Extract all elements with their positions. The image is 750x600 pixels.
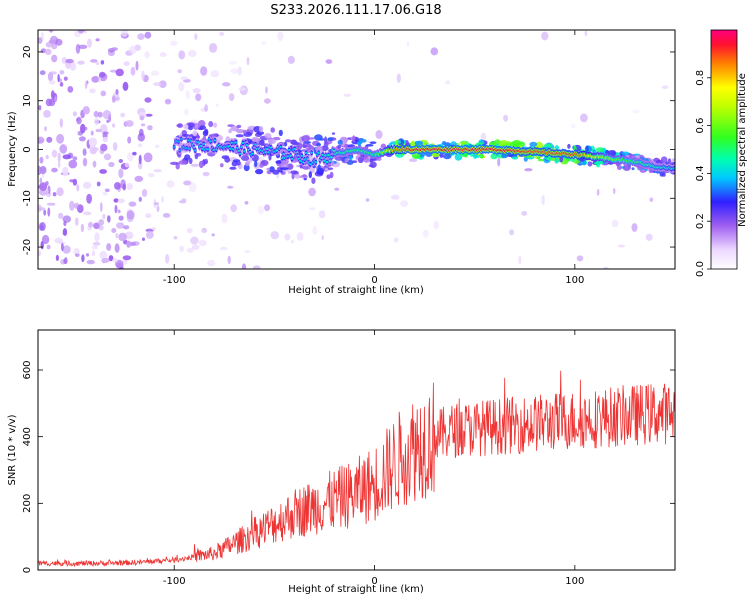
snr-series-line: [38, 370, 675, 568]
y-tick-label: -20: [22, 239, 33, 255]
x-tick-label: 0: [371, 576, 377, 587]
colorbar-tick-label: 0.2: [695, 213, 706, 229]
snr-x-ticks: -100 0 100: [163, 330, 584, 587]
colorbar-tick-label: 0.4: [695, 165, 706, 181]
spectrogram-x-ticks: -100 0 100: [163, 30, 584, 286]
colorbar-gradient: [710, 29, 738, 270]
colorbar-ticks: 0.0 0.2 0.4 0.6 0.8: [695, 70, 711, 277]
chart-title: S233.2026.111.17.06.G18: [270, 3, 441, 18]
y-tick-label: 600: [22, 360, 33, 379]
spectrogram-ylabel: Frequency (Hz): [7, 111, 18, 187]
colorbar-label: Normalized spectral amplitude: [737, 73, 748, 227]
colorbar-tick-label: 0.8: [695, 70, 706, 86]
y-tick-label: -10: [22, 190, 33, 206]
x-tick-label: -100: [163, 275, 186, 286]
colorbar-tick-label: 0.0: [695, 261, 706, 277]
snr-xlabel: Height of straight line (km): [288, 584, 424, 595]
colorbar: 0.0 0.2 0.4 0.6 0.8 Normalized spectral ampl…: [695, 29, 748, 277]
y-tick-label: 200: [22, 494, 33, 513]
x-tick-label: -100: [163, 576, 186, 587]
y-tick-label: 20: [22, 46, 33, 59]
snr-ylabel: SNR (10 * v/v): [7, 414, 18, 485]
snr-y-ticks: 0 200 400 600: [22, 360, 675, 573]
spectrogram-y-ticks: -20 -10 0 10 20: [22, 46, 675, 255]
spectrogram-xlabel: Height of straight line (km): [288, 285, 424, 296]
x-tick-label: 0: [371, 275, 377, 286]
y-tick-label: 400: [22, 427, 33, 446]
y-tick-label: 10: [22, 94, 33, 107]
spectrogram-heatmap: [38, 30, 675, 269]
snr-panel: -100 0 100 0 200 400 600 Height of straight l…: [7, 329, 676, 595]
y-tick-label: 0: [22, 567, 33, 573]
snr-frame: [37, 329, 676, 571]
colorbar-tick-label: 0.6: [695, 118, 706, 134]
y-tick-label: 0: [22, 146, 33, 152]
x-tick-label: 100: [565, 576, 584, 587]
x-tick-label: 100: [565, 275, 584, 286]
